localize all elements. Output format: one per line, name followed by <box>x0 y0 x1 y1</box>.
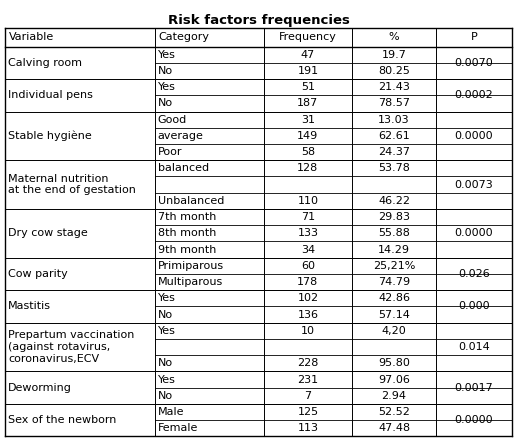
Text: 21.43: 21.43 <box>378 82 410 92</box>
Text: Deworming: Deworming <box>8 383 72 392</box>
Text: 0.0002: 0.0002 <box>454 90 493 100</box>
Text: 0.0070: 0.0070 <box>454 58 493 68</box>
Text: 178: 178 <box>297 277 318 287</box>
Text: 78.57: 78.57 <box>378 98 410 109</box>
Text: Female: Female <box>158 423 198 433</box>
Text: 60: 60 <box>301 261 315 271</box>
Text: Sex of the newborn: Sex of the newborn <box>8 415 117 425</box>
Text: No: No <box>158 66 173 76</box>
Text: 0.000: 0.000 <box>458 301 490 311</box>
Text: 97.06: 97.06 <box>378 374 410 385</box>
Text: 29.83: 29.83 <box>378 212 410 222</box>
Text: 34: 34 <box>301 245 315 255</box>
Text: 0.0017: 0.0017 <box>454 383 493 392</box>
Text: Cow parity: Cow parity <box>8 269 68 279</box>
Text: 7: 7 <box>305 391 311 401</box>
Text: 7th month: 7th month <box>158 212 216 222</box>
Text: 0.0000: 0.0000 <box>454 228 493 238</box>
Text: Yes: Yes <box>158 326 176 336</box>
Text: Risk factors frequencies: Risk factors frequencies <box>168 14 349 27</box>
Text: 24.37: 24.37 <box>378 147 410 157</box>
Text: 125: 125 <box>297 407 318 417</box>
Text: 0.0000: 0.0000 <box>454 415 493 425</box>
Text: Individual pens: Individual pens <box>8 90 93 100</box>
Text: No: No <box>158 98 173 109</box>
Text: 128: 128 <box>297 163 318 173</box>
Text: 102: 102 <box>297 293 318 303</box>
Text: average: average <box>158 131 204 141</box>
Text: 25,21%: 25,21% <box>373 261 415 271</box>
Text: 0.014: 0.014 <box>458 342 490 352</box>
Text: 55.88: 55.88 <box>378 228 410 238</box>
Text: Calving room: Calving room <box>8 58 82 68</box>
Text: 9th month: 9th month <box>158 245 216 255</box>
Text: Dry cow stage: Dry cow stage <box>8 228 88 238</box>
Text: 46.22: 46.22 <box>378 196 410 206</box>
Text: Variable: Variable <box>9 32 54 43</box>
Text: Yes: Yes <box>158 374 176 385</box>
Text: 19.7: 19.7 <box>382 50 406 60</box>
Text: Good: Good <box>158 115 187 124</box>
Text: 133: 133 <box>297 228 318 238</box>
Text: 191: 191 <box>297 66 318 76</box>
Text: 74.79: 74.79 <box>378 277 410 287</box>
Text: 136: 136 <box>297 310 318 319</box>
Text: 80.25: 80.25 <box>378 66 410 76</box>
Text: No: No <box>158 358 173 368</box>
Text: 58: 58 <box>301 147 315 157</box>
Text: 62.61: 62.61 <box>378 131 410 141</box>
Text: 187: 187 <box>297 98 318 109</box>
Text: 52.52: 52.52 <box>378 407 410 417</box>
Text: balanced: balanced <box>158 163 209 173</box>
Text: Stable hygiène: Stable hygiène <box>8 131 92 141</box>
Text: 2.94: 2.94 <box>382 391 406 401</box>
Text: Unbalanced: Unbalanced <box>158 196 224 206</box>
Text: No: No <box>158 391 173 401</box>
Text: 228: 228 <box>297 358 318 368</box>
Text: Frequency: Frequency <box>279 32 337 43</box>
Text: Category: Category <box>159 32 210 43</box>
Text: Mastitis: Mastitis <box>8 301 51 311</box>
Text: 231: 231 <box>297 374 318 385</box>
Text: 0.0073: 0.0073 <box>454 179 493 190</box>
Text: 95.80: 95.80 <box>378 358 410 368</box>
Text: 42.86: 42.86 <box>378 293 410 303</box>
Text: 71: 71 <box>301 212 315 222</box>
Text: No: No <box>158 310 173 319</box>
Text: P: P <box>470 32 477 43</box>
Text: Maternal nutrition
at the end of gestation: Maternal nutrition at the end of gestati… <box>8 174 136 195</box>
Text: Prepartum vaccination
(against rotavirus,
coronavirus,ECV: Prepartum vaccination (against rotavirus… <box>8 330 134 364</box>
Text: 0.026: 0.026 <box>458 269 490 279</box>
Text: 110: 110 <box>297 196 318 206</box>
Text: Multiparous: Multiparous <box>158 277 223 287</box>
Text: Male: Male <box>158 407 184 417</box>
Text: 53.78: 53.78 <box>378 163 410 173</box>
Text: %: % <box>389 32 399 43</box>
Text: 149: 149 <box>297 131 318 141</box>
Text: 10: 10 <box>301 326 315 336</box>
Text: 13.03: 13.03 <box>378 115 410 124</box>
Text: Primiparous: Primiparous <box>158 261 224 271</box>
Text: 14.29: 14.29 <box>378 245 410 255</box>
Text: 8th month: 8th month <box>158 228 216 238</box>
Text: Yes: Yes <box>158 82 176 92</box>
Text: 0.0000: 0.0000 <box>454 131 493 141</box>
Text: 57.14: 57.14 <box>378 310 410 319</box>
Text: 113: 113 <box>297 423 318 433</box>
Text: Poor: Poor <box>158 147 182 157</box>
Text: 47: 47 <box>301 50 315 60</box>
Text: Yes: Yes <box>158 50 176 60</box>
Text: 31: 31 <box>301 115 315 124</box>
Text: 4,20: 4,20 <box>382 326 406 336</box>
Text: 47.48: 47.48 <box>378 423 410 433</box>
Text: 51: 51 <box>301 82 315 92</box>
Text: Yes: Yes <box>158 293 176 303</box>
